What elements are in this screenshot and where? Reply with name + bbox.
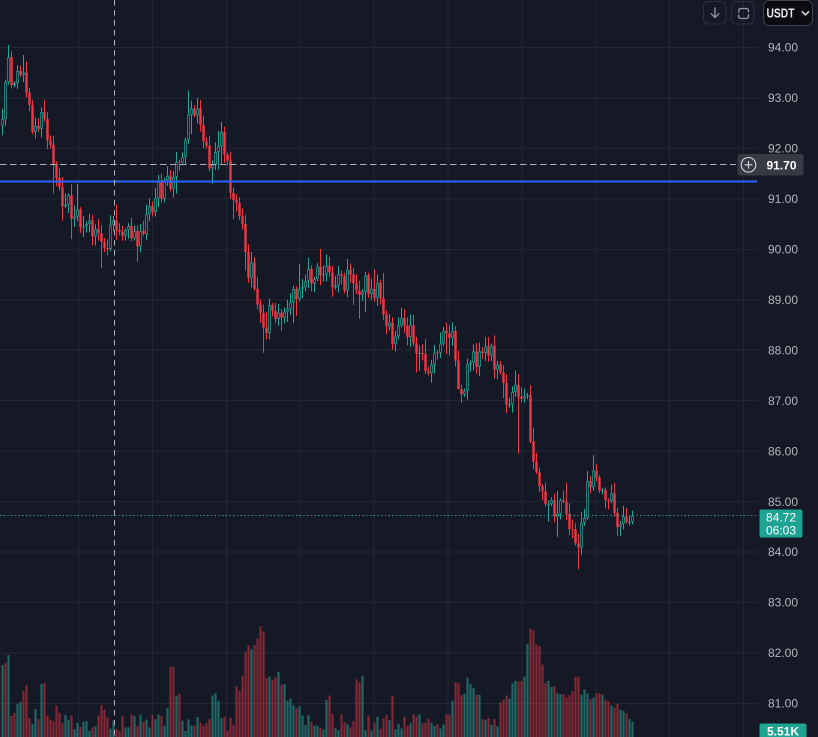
svg-text:88.00: 88.00 [768,343,798,357]
svg-text:89.00: 89.00 [768,293,798,307]
svg-text:85.00: 85.00 [768,495,798,509]
svg-text:81.00: 81.00 [768,697,798,711]
svg-text:87.00: 87.00 [768,394,798,408]
svg-text:90.00: 90.00 [768,243,798,257]
svg-text:92.00: 92.00 [768,142,798,156]
svg-text:91.70: 91.70 [766,158,796,172]
svg-text:84.00: 84.00 [768,545,798,559]
svg-text:82.00: 82.00 [768,646,798,660]
svg-text:USDT: USDT [767,6,795,21]
svg-text:94.00: 94.00 [768,41,798,55]
svg-text:83.00: 83.00 [768,596,798,610]
svg-text:91.00: 91.00 [768,192,798,206]
svg-text:86.00: 86.00 [768,444,798,458]
svg-text:5.51K: 5.51K [767,725,799,737]
svg-text:93.00: 93.00 [768,91,798,105]
svg-text:84.72: 84.72 [766,511,796,525]
svg-text:06:03: 06:03 [766,524,796,538]
